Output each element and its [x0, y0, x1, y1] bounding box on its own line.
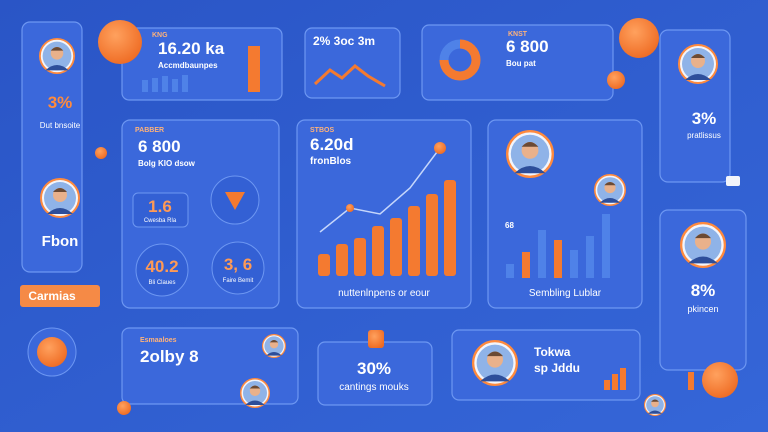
label: fronBlos	[310, 156, 352, 167]
tile	[132, 192, 189, 228]
toggle[interactable]	[726, 176, 740, 186]
coin	[98, 20, 142, 64]
marker	[434, 142, 446, 154]
avatar	[644, 394, 666, 416]
axis-label: 68	[505, 221, 514, 230]
badge	[95, 147, 107, 159]
tile-label: Faire Bemit	[223, 278, 254, 284]
label: 2% 3oc 3m	[313, 34, 375, 48]
icon	[225, 192, 245, 210]
tag: KNST	[508, 31, 528, 38]
button[interactable]	[20, 285, 100, 307]
avatar	[240, 378, 270, 408]
coin	[702, 362, 738, 398]
label: cantings mouks	[339, 382, 408, 393]
tile-value: 3, 6	[224, 255, 252, 274]
label: pratlissus	[687, 131, 721, 140]
stat: 3%	[48, 93, 73, 112]
caption: Sembling Lublar	[529, 288, 602, 299]
tag: KNG	[152, 32, 168, 39]
gear	[607, 71, 625, 89]
accent-bar	[248, 46, 260, 92]
label: Bou pat	[506, 59, 536, 68]
avatar	[39, 38, 75, 74]
avatar	[594, 174, 626, 206]
tag: Esmaaloes	[140, 337, 177, 344]
bars	[506, 214, 610, 278]
value: 30%	[357, 359, 391, 378]
button-label: Carmias	[28, 289, 76, 303]
avatar	[472, 340, 518, 386]
subtitle: sp Jddu	[534, 361, 580, 375]
label: pkincen	[687, 304, 718, 314]
value: 6.20d	[310, 135, 353, 154]
mini-bar	[688, 372, 694, 390]
caption: nuttenlnpens or eour	[338, 288, 430, 299]
title: Tokwa	[534, 345, 571, 359]
stat: 8%	[691, 281, 716, 300]
tile-label: Cwesba Rla	[144, 218, 177, 224]
avatar	[680, 222, 726, 268]
name: Fbon	[42, 233, 79, 250]
avatar	[506, 130, 554, 178]
caption: Dut bnsoite	[40, 121, 81, 130]
tile-label: Bli Claues	[148, 280, 175, 286]
marker	[346, 204, 354, 212]
trend-line	[313, 64, 386, 88]
tile	[135, 243, 189, 297]
value: 6 800	[506, 37, 549, 56]
avatar	[262, 334, 286, 358]
subtitle: Bolg KIO dsow	[138, 159, 196, 168]
avatar	[40, 178, 80, 218]
mini-bars	[604, 368, 626, 390]
coin	[37, 337, 67, 367]
label: Accmdbaunpes	[158, 61, 218, 70]
tile-value: 40.2	[145, 257, 178, 276]
tile	[211, 241, 265, 295]
tile-value: 1.6	[148, 197, 172, 216]
value: 2olby 8	[140, 347, 199, 366]
bars	[318, 180, 456, 276]
coin	[619, 18, 659, 58]
value: 16.20 ka	[158, 39, 225, 58]
donut-segment	[439, 39, 481, 81]
avatar	[678, 44, 718, 84]
trend-line	[319, 147, 441, 233]
icon	[368, 330, 384, 348]
tag: PABBER	[135, 127, 164, 134]
tag: STBOS	[310, 127, 334, 134]
badge	[117, 401, 131, 415]
value: 6 800	[138, 137, 181, 156]
mini-bars	[142, 75, 188, 92]
stat: 3%	[692, 109, 717, 128]
